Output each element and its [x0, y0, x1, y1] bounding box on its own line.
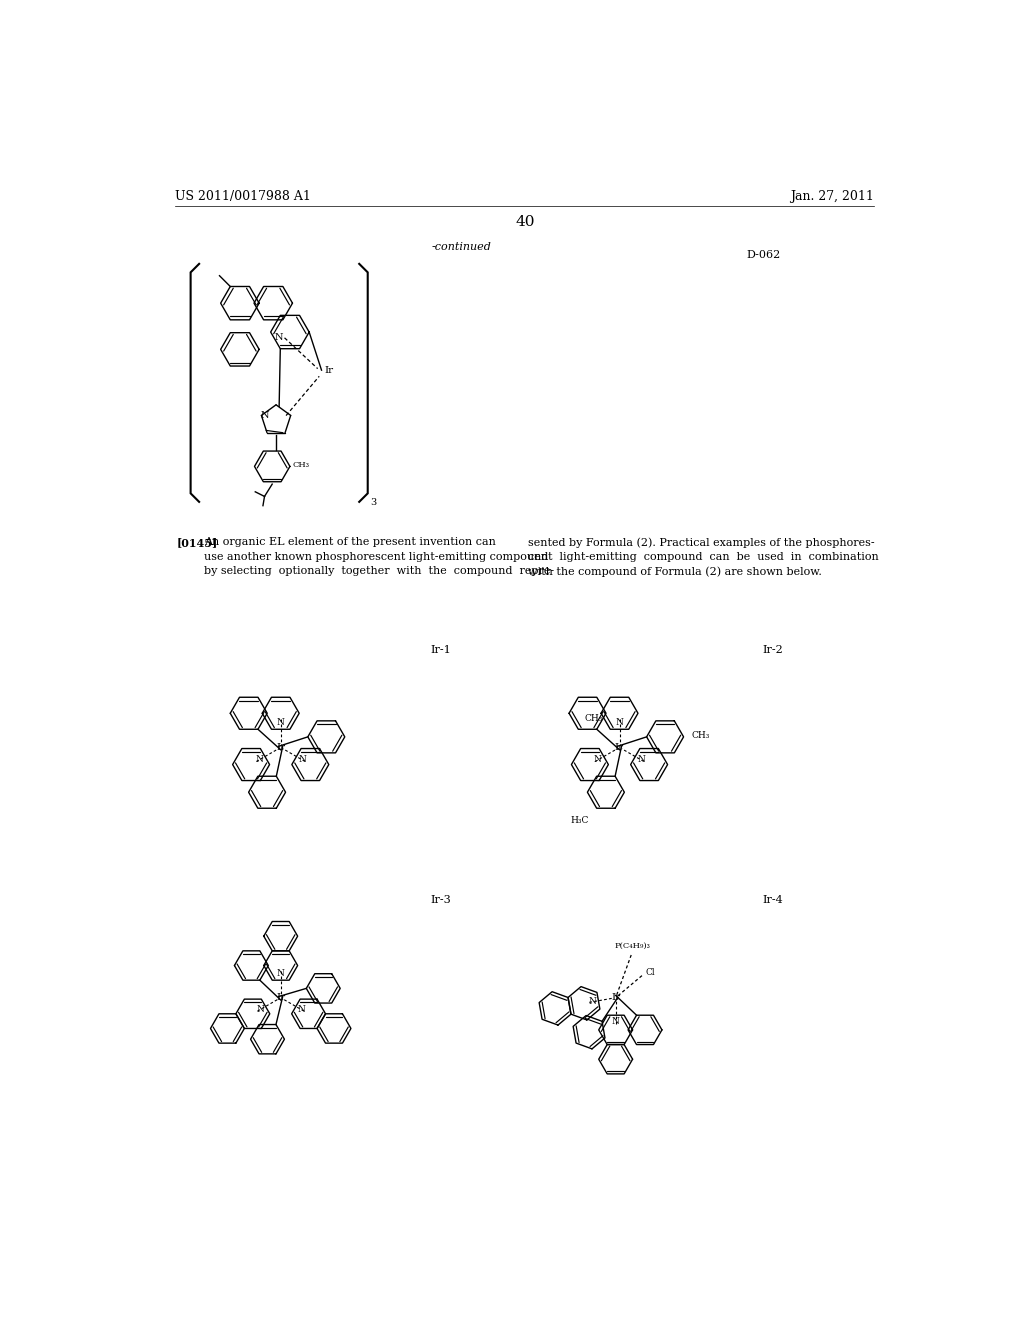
Text: N: N	[276, 718, 285, 727]
Text: D-062: D-062	[746, 251, 781, 260]
Text: N: N	[261, 411, 269, 420]
Text: -continued: -continued	[432, 242, 492, 252]
Text: Ir-3: Ir-3	[431, 895, 452, 906]
Text: 40: 40	[515, 215, 535, 228]
Text: N: N	[297, 1005, 305, 1014]
Text: Jan. 27, 2011: Jan. 27, 2011	[791, 190, 874, 203]
Text: 3: 3	[370, 498, 376, 507]
Text: N: N	[589, 998, 596, 1006]
Text: N: N	[594, 755, 602, 764]
Text: Ir: Ir	[615, 743, 624, 752]
Text: Ir: Ir	[611, 993, 621, 1002]
Text: Ir: Ir	[276, 743, 286, 752]
Text: Cl: Cl	[645, 968, 655, 977]
Text: P(C₄H₉)₃: P(C₄H₉)₃	[614, 941, 650, 950]
Text: [0145]: [0145]	[177, 537, 218, 548]
Text: Ir: Ir	[276, 993, 286, 1002]
Text: Ir-2: Ir-2	[762, 644, 782, 655]
Text: N: N	[637, 755, 645, 764]
Text: CH₃: CH₃	[585, 714, 603, 723]
Text: CH₃: CH₃	[691, 731, 710, 739]
Text: N: N	[298, 755, 306, 764]
Text: US 2011/0017988 A1: US 2011/0017988 A1	[175, 190, 311, 203]
Text: An organic EL element of the present invention can
use another known phosphoresc: An organic EL element of the present inv…	[205, 537, 555, 576]
Text: H₃C: H₃C	[570, 816, 589, 825]
Text: CH₃: CH₃	[292, 461, 309, 469]
Text: N: N	[615, 718, 624, 727]
Text: Ir-1: Ir-1	[431, 644, 452, 655]
Text: N: N	[611, 1016, 620, 1026]
Text: N: N	[256, 1005, 264, 1014]
Text: sented by Formula (2). Practical examples of the phosphores-
cent  light-emittin: sented by Formula (2). Practical example…	[528, 537, 879, 577]
Text: N: N	[255, 755, 263, 764]
Text: N: N	[274, 334, 283, 342]
Text: N: N	[276, 969, 285, 978]
Text: Ir-4: Ir-4	[762, 895, 782, 906]
Text: Ir: Ir	[325, 367, 334, 375]
